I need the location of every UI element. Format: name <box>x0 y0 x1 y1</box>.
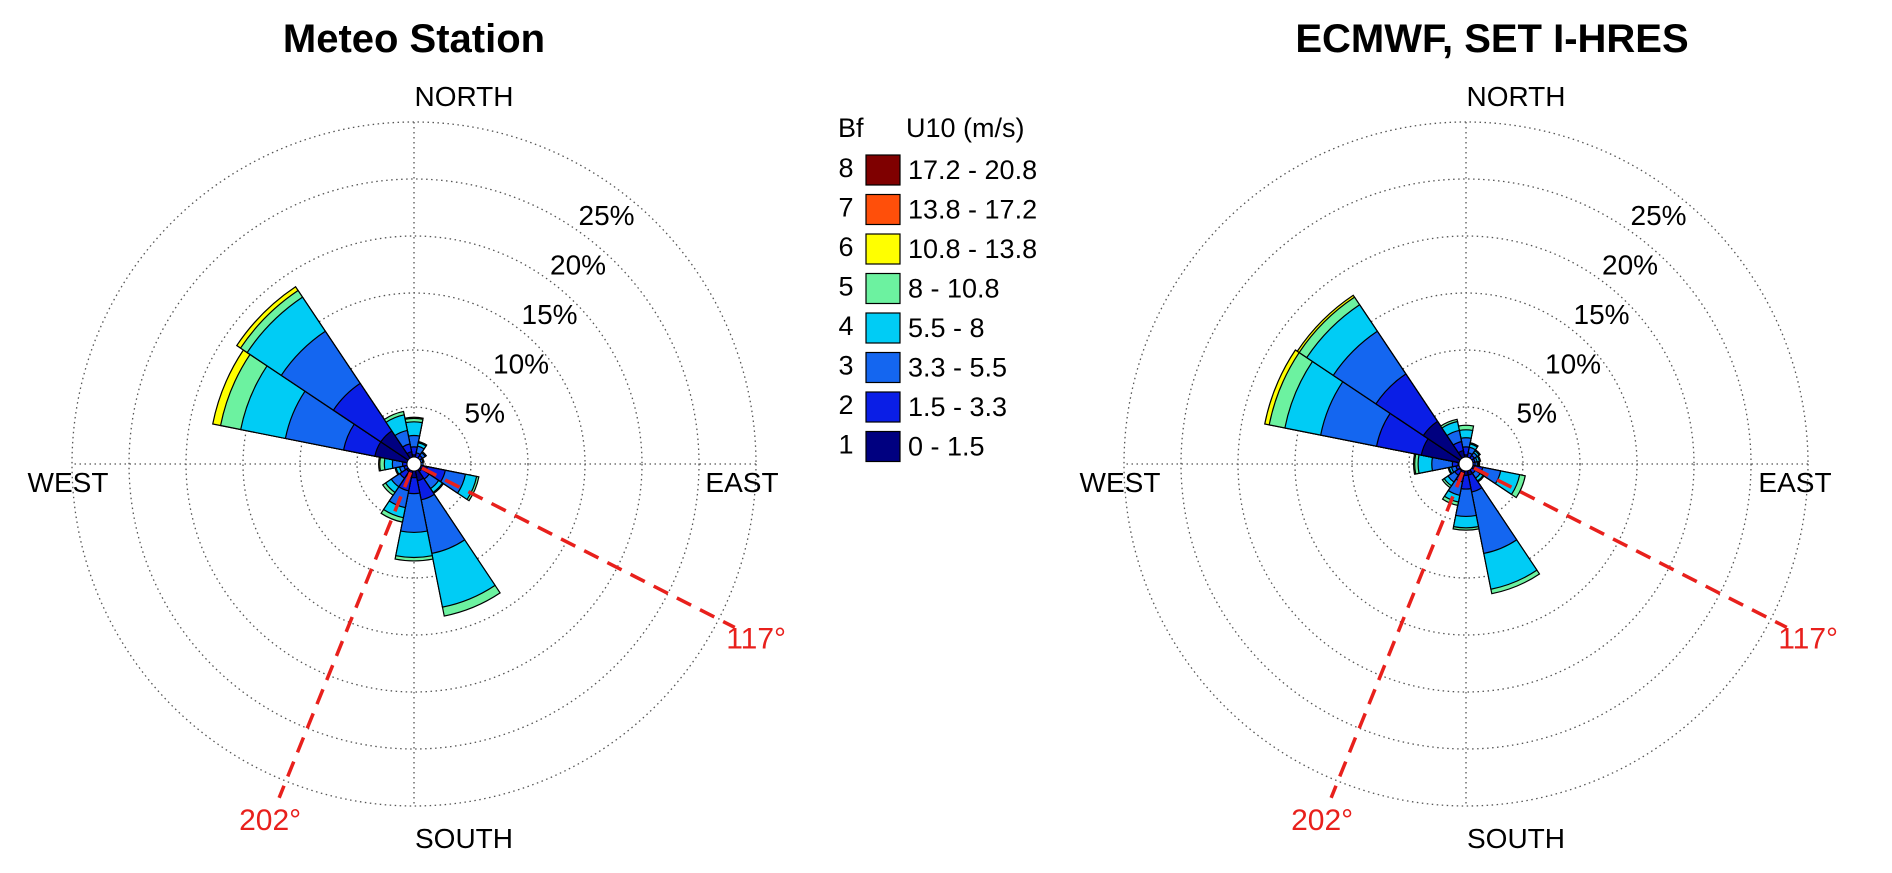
legend-range: 17.2 - 20.8 <box>908 155 1037 185</box>
grid-circle <box>1180 178 1752 750</box>
reference-lines: 117° 202° <box>1291 466 1838 837</box>
legend-range: 3.3 - 5.5 <box>908 353 1007 383</box>
reference-line-117 <box>421 466 736 629</box>
north-label: NORTH <box>1466 81 1565 112</box>
grid-circle <box>299 349 529 579</box>
legend-entry-bf4: 4 5.5 - 8 <box>838 311 985 344</box>
rose-grid <box>71 121 757 807</box>
legend-swatch <box>865 312 901 344</box>
reference-label-202: 202° <box>239 804 301 837</box>
legend: Bf U10 (m/s) 8 17.2 - 20.87 13.8 - 17.26 10… <box>838 113 1037 463</box>
radial-tick-label: 5% <box>1517 398 1557 429</box>
radial-tick-label: 10% <box>1545 348 1601 379</box>
radial-tick-labels: 5% 10% 15% 20% 25% <box>465 200 635 428</box>
legend-swatch <box>865 154 901 186</box>
legend-entries: 8 17.2 - 20.8 7 13.8 - 17.2 6 10.8 - 13.8 5 8 -… <box>838 153 1037 463</box>
south-label: SOUTH <box>415 823 513 854</box>
legend-header-u10: U10 (m/s) <box>906 113 1025 143</box>
legend-entry-bf7: 7 13.8 - 17.2 <box>838 193 1037 226</box>
rose-bars <box>1264 294 1541 595</box>
legend-entry-bf1: 1 0 - 1.5 <box>838 430 985 463</box>
legend-bf-number: 8 <box>838 153 853 183</box>
rose-title: Meteo Station <box>283 17 545 61</box>
radial-tick-label: 15% <box>522 299 578 330</box>
legend-swatch <box>865 233 901 265</box>
legend-swatch <box>865 430 901 463</box>
legend-entry-bf5: 5 8 - 10.8 <box>838 272 1000 305</box>
legend-header-bf: Bf <box>838 113 864 143</box>
legend-entry-bf6: 6 10.8 - 13.8 <box>838 232 1037 265</box>
rose-bars <box>212 285 501 617</box>
center-hole <box>406 456 422 472</box>
reference-line-117 <box>1473 466 1788 629</box>
rose-ecmwf: ECMWF, SET I-HRES 117° 202° NORTH EAST SO… <box>1080 17 1839 854</box>
radial-tick-label: 15% <box>1574 299 1630 330</box>
center-hole <box>1458 456 1474 472</box>
radial-tick-label: 10% <box>493 348 549 379</box>
legend-range: 13.8 - 17.2 <box>908 195 1037 225</box>
legend-entry-bf3: 3 3.3 - 5.5 <box>838 351 1007 384</box>
legend-bf-number: 5 <box>838 272 853 302</box>
reference-label-117: 117° <box>726 622 786 655</box>
legend-bf-number: 3 <box>838 351 853 381</box>
legend-range: 1.5 - 3.3 <box>908 392 1007 422</box>
east-label: EAST <box>705 467 778 498</box>
reference-label-202: 202° <box>1291 804 1353 837</box>
legend-swatch <box>865 193 901 226</box>
rose-title: ECMWF, SET I-HRES <box>1295 17 1688 61</box>
reference-lines: 117° 202° <box>239 466 786 837</box>
sector-bf3-dir-180 <box>399 463 429 534</box>
reference-line-202 <box>277 471 413 799</box>
legend-range: 0 - 1.5 <box>908 432 985 462</box>
reference-line-202 <box>1329 471 1465 799</box>
radial-tick-label: 25% <box>579 200 635 231</box>
north-label: NORTH <box>414 81 513 112</box>
west-label: WEST <box>1080 467 1161 498</box>
legend-range: 10.8 - 13.8 <box>908 234 1037 264</box>
legend-entry-bf8: 8 17.2 - 20.8 <box>838 153 1037 186</box>
east-label: EAST <box>1758 467 1831 498</box>
radial-tick-label: 20% <box>550 250 606 281</box>
legend-entry-bf2: 2 1.5 - 3.3 <box>838 390 1007 423</box>
legend-swatch <box>865 351 901 384</box>
sector-bf3-dir-180 <box>1455 463 1477 518</box>
radial-tick-label: 25% <box>1631 200 1687 231</box>
rose-meteo-station: Meteo Station 117°202° NORTH EAST SOUTH … <box>28 17 787 854</box>
legend-bf-number: 2 <box>838 390 853 420</box>
south-label: SOUTH <box>1467 823 1565 854</box>
grid-circle <box>1351 349 1581 579</box>
legend-swatch <box>865 272 901 305</box>
legend-bf-number: 4 <box>838 311 853 341</box>
rose-grid <box>1123 121 1809 807</box>
legend-swatch <box>865 391 901 423</box>
reference-label-117: 117° <box>1778 622 1838 655</box>
legend-range: 8 - 10.8 <box>908 274 1000 304</box>
west-label: WEST <box>28 467 109 498</box>
legend-range: 5.5 - 8 <box>908 313 985 343</box>
radial-tick-labels: 5% 10% 15% 20% 25% <box>1517 200 1687 428</box>
legend-bf-number: 7 <box>838 193 853 223</box>
radial-tick-label: 20% <box>1602 250 1658 281</box>
grid-circle <box>128 178 700 750</box>
radial-tick-label: 5% <box>465 398 505 429</box>
sector-bf1-dir-315 <box>1422 420 1467 465</box>
legend-bf-number: 6 <box>838 232 853 262</box>
legend-bf-number: 1 <box>838 430 853 460</box>
